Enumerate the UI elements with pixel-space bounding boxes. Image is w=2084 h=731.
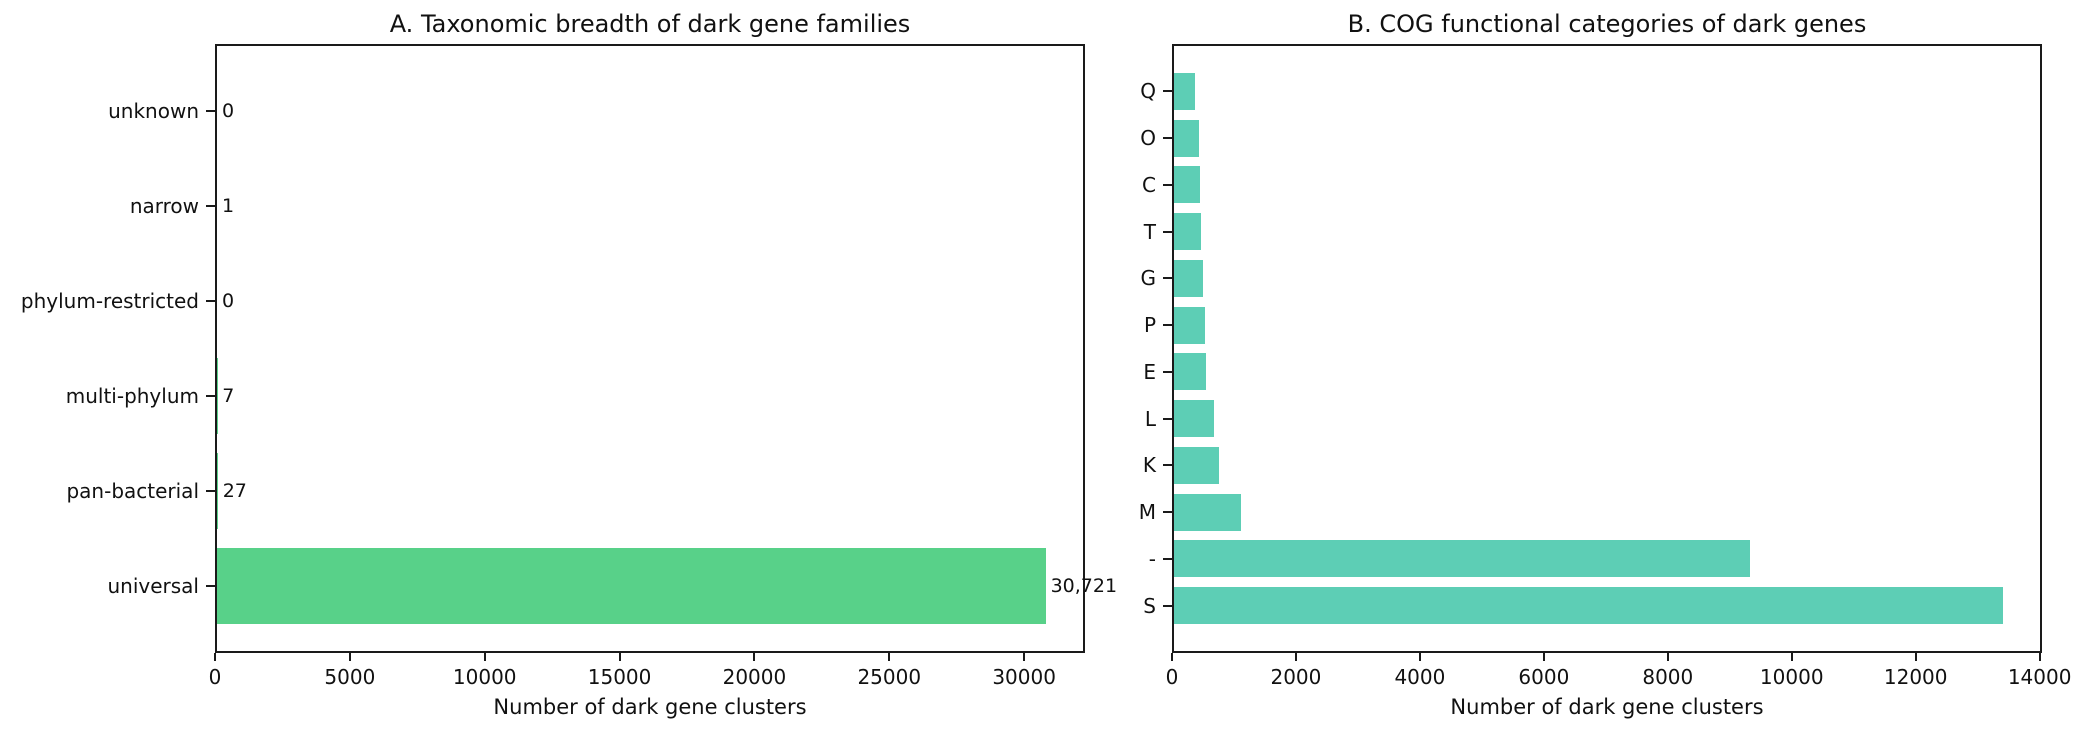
panel-a-title: A. Taxonomic breadth of dark gene famili… bbox=[389, 10, 911, 38]
x-tick-label-8000: 8000 bbox=[1642, 665, 1694, 689]
value-label-multi-phylum: 7 bbox=[222, 384, 235, 407]
y-label-pan-bacterial: pan-bacterial bbox=[66, 478, 199, 503]
panel-b-title: B. COG functional categories of dark gen… bbox=[1347, 10, 1867, 38]
x-tick-label-6000: 6000 bbox=[1518, 665, 1570, 689]
value-label-pan-bacterial: 27 bbox=[222, 479, 247, 502]
x-tick-10000 bbox=[1790, 653, 1793, 661]
x-tick-10000 bbox=[483, 653, 486, 661]
y-tick-phylum-restricted bbox=[206, 300, 215, 303]
bar-pan-bacterial bbox=[217, 452, 218, 529]
value-label-universal: 30,721 bbox=[1050, 574, 1118, 597]
bar-s bbox=[1174, 587, 2003, 625]
y-label-g: G bbox=[1140, 266, 1157, 291]
panel-a-x-axis-label: Number of dark gene clusters bbox=[493, 695, 807, 719]
x-tick-label-14000: 14000 bbox=[2007, 665, 2072, 689]
y-label-m: M bbox=[1138, 500, 1156, 525]
value-label-narrow: 1 bbox=[222, 195, 235, 218]
x-tick-4000 bbox=[1418, 653, 1421, 661]
y-tick-q bbox=[1163, 90, 1172, 93]
x-tick-25000 bbox=[888, 653, 891, 661]
x-tick-label-20000: 20000 bbox=[722, 665, 787, 689]
y-label-multi-phylum: multi-phylum bbox=[65, 383, 199, 408]
x-tick-2000 bbox=[1294, 653, 1297, 661]
x-tick-label-25000: 25000 bbox=[857, 665, 922, 689]
y-label-unknown: unknown bbox=[108, 99, 199, 124]
x-tick-14000 bbox=[2038, 653, 2041, 661]
bar-q bbox=[1174, 72, 1196, 110]
bar-e bbox=[1174, 353, 1206, 391]
x-tick-0 bbox=[214, 653, 216, 661]
y-label-k: K bbox=[1142, 453, 1156, 478]
x-tick-5000 bbox=[348, 653, 351, 661]
x-tick-label-4000: 4000 bbox=[1394, 665, 1446, 689]
y-tick-dash bbox=[1163, 557, 1172, 560]
y-label-t: T bbox=[1143, 219, 1156, 244]
y-label-c: C bbox=[1142, 172, 1156, 197]
bar-k bbox=[1174, 446, 1219, 484]
x-tick-label-15000: 15000 bbox=[587, 665, 652, 689]
y-tick-narrow bbox=[206, 205, 215, 208]
value-label-phylum-restricted: 0 bbox=[222, 290, 235, 313]
y-tick-c bbox=[1163, 183, 1172, 186]
y-tick-e bbox=[1163, 370, 1172, 373]
y-tick-unknown bbox=[206, 110, 215, 113]
x-tick-15000 bbox=[618, 653, 621, 661]
y-tick-universal bbox=[206, 584, 215, 587]
bar-dash bbox=[1174, 540, 1750, 578]
bar-o bbox=[1174, 119, 1199, 157]
bar-p bbox=[1174, 306, 1205, 344]
bar-c bbox=[1174, 166, 1201, 204]
y-label-p: P bbox=[1143, 313, 1156, 338]
y-tick-l bbox=[1163, 417, 1172, 420]
bar-universal bbox=[217, 547, 1046, 624]
x-tick-12000 bbox=[1914, 653, 1917, 661]
bar-t bbox=[1174, 213, 1201, 251]
y-tick-pan-bacterial bbox=[206, 489, 215, 492]
y-tick-multi-phylum bbox=[206, 394, 215, 397]
bar-g bbox=[1174, 259, 1203, 297]
x-tick-label-12000: 12000 bbox=[1883, 665, 1948, 689]
x-tick-label-0: 0 bbox=[1165, 665, 1179, 689]
x-tick-label-10000: 10000 bbox=[1759, 665, 1824, 689]
x-tick-label-30000: 30000 bbox=[992, 665, 1056, 689]
y-label-narrow: narrow bbox=[129, 194, 199, 219]
y-label-s: S bbox=[1143, 593, 1156, 618]
bar-l bbox=[1174, 400, 1214, 438]
y-tick-m bbox=[1163, 511, 1172, 514]
panel-b-x-axis-label: Number of dark gene clusters bbox=[1450, 695, 1764, 719]
y-tick-o bbox=[1163, 137, 1172, 140]
x-tick-label-0: 0 bbox=[208, 665, 222, 689]
value-label-unknown: 0 bbox=[222, 100, 235, 123]
x-tick-label-5000: 5000 bbox=[324, 665, 376, 689]
y-label-e: E bbox=[1143, 359, 1156, 384]
y-label-q: Q bbox=[1140, 79, 1156, 104]
y-tick-p bbox=[1163, 324, 1172, 327]
x-tick-label-2000: 2000 bbox=[1270, 665, 1322, 689]
x-tick-20000 bbox=[753, 653, 756, 661]
bar-m bbox=[1174, 493, 1241, 531]
x-tick-label-10000: 10000 bbox=[452, 665, 517, 689]
x-tick-0 bbox=[1171, 653, 1173, 661]
x-tick-30000 bbox=[1023, 653, 1026, 661]
x-tick-6000 bbox=[1542, 653, 1545, 661]
y-tick-t bbox=[1163, 230, 1172, 233]
y-label-o: O bbox=[1140, 126, 1156, 151]
y-tick-g bbox=[1163, 277, 1172, 280]
y-label-universal: universal bbox=[107, 573, 199, 598]
x-tick-8000 bbox=[1666, 653, 1669, 661]
y-label-l: L bbox=[1144, 406, 1156, 431]
y-tick-s bbox=[1163, 604, 1172, 607]
y-label-dash: - bbox=[1148, 546, 1156, 571]
y-label-phylum-restricted: phylum-restricted bbox=[20, 289, 199, 314]
y-tick-k bbox=[1163, 464, 1172, 467]
